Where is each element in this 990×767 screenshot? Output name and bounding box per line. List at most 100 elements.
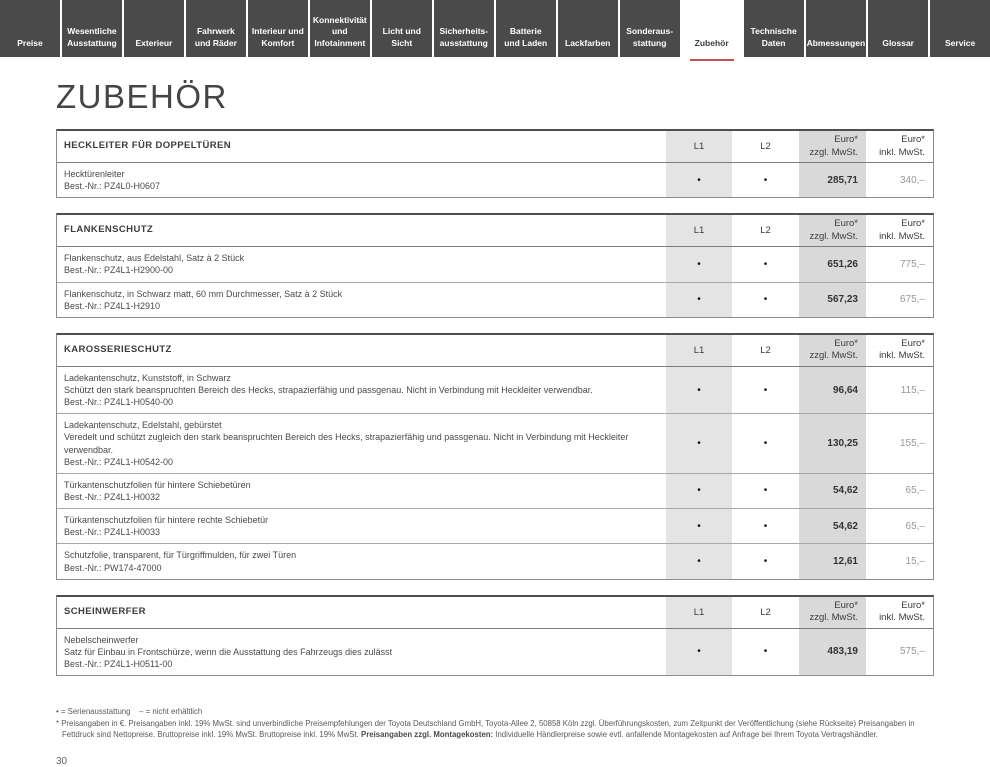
price-disclaimer: * Preisangaben in €. Preisangaben inkl. …: [56, 718, 934, 741]
table-row: Flankenschutz, in Schwarz matt, 60 mm Du…: [57, 281, 933, 317]
table-row: Türkantenschutzfolien für hintere Schieb…: [57, 472, 933, 509]
tab-konnektivitaet-und-infotainment[interactable]: Konnektivität und Infotainment: [309, 0, 370, 57]
tab-exterieur[interactable]: Exterieur: [123, 0, 184, 57]
price-incl-vat: 115,–: [900, 384, 925, 396]
table-row: Flankenschutz, aus Edelstahl, Satz à 2 S…: [57, 246, 933, 282]
tab-interieur-und-komfort[interactable]: Interieur und Komfort: [247, 0, 308, 57]
item-description: Hecktürenleiter Best.-Nr.: PZ4L0-H0607: [64, 169, 161, 192]
tab-sicherheitsausstattung[interactable]: Sicherheits- ausstattung: [433, 0, 494, 57]
price-excl-vat: 483,19: [799, 628, 866, 676]
item-description: Türkantenschutzfolien für hintere Schieb…: [64, 479, 251, 502]
footnotes: • = Serienausstattung – = nicht erhältli…: [56, 706, 934, 741]
price-incl-vat: 65,–: [905, 485, 925, 497]
table-row: Ladekantenschutz, Kunststoff, in Schwarz…: [57, 365, 933, 414]
l2-availability-dot: •: [763, 646, 768, 658]
table-row: Nebelscheinwerfer Satz für Einbau in Fro…: [57, 627, 933, 676]
column-header-l1: L1: [666, 131, 732, 162]
l2-availability-dot: •: [763, 258, 768, 270]
category-tabbar: Preise Wesentliche Ausstattung Exterieur…: [0, 0, 990, 61]
price-excl-vat: 651,26: [799, 247, 866, 282]
tab-abmessungen[interactable]: Abmessungen: [805, 0, 867, 57]
tab-technische-daten[interactable]: Technische Daten: [743, 0, 804, 57]
tab-sonderausstattung[interactable]: Sonderaus- stattung: [619, 0, 680, 57]
price-excl-vat: 54,62: [799, 509, 866, 544]
column-header-l1: L1: [666, 596, 732, 628]
tab-fahrwerk-und-raeder[interactable]: Fahrwerk und Räder: [185, 0, 246, 57]
l1-availability-dot: •: [666, 544, 732, 579]
price-incl-vat: 15,–: [905, 556, 925, 568]
column-header-l1: L1: [666, 334, 732, 366]
item-description: Schutzfolie, transparent, für Türgriffmu…: [64, 550, 297, 573]
l2-availability-dot: •: [763, 174, 768, 186]
item-description: Nebelscheinwerfer Satz für Einbau in Fro…: [64, 634, 393, 669]
price-incl-vat: 775,–: [899, 258, 925, 270]
table-row: Türkantenschutzfolien für hintere rechte…: [57, 508, 933, 544]
tab-lackfarben[interactable]: Lackfarben: [557, 0, 618, 57]
item-description: Türkantenschutzfolien für hintere rechte…: [64, 515, 269, 538]
column-header-euro-zzgl: Euro* zzgl. MwSt.: [799, 131, 866, 162]
item-description: Flankenschutz, aus Edelstahl, Satz à 2 S…: [64, 253, 245, 276]
active-tab-underline: [689, 59, 734, 61]
page-number: 30: [56, 756, 68, 767]
column-header-euro-inkl: Euro* inkl. MwSt.: [879, 218, 925, 242]
l2-availability-dot: •: [763, 438, 768, 450]
price-excl-vat: 285,71: [799, 163, 866, 198]
l1-availability-dot: •: [666, 366, 732, 414]
tab-glossar[interactable]: Glossar: [868, 0, 929, 57]
l2-availability-dot: •: [763, 294, 768, 306]
section-title: FLANKENSCHUTZ: [64, 224, 154, 236]
disclaimer-bold-text: Preisangaben zzgl. Montagekosten:: [361, 730, 494, 740]
item-description: Flankenschutz, in Schwarz matt, 60 mm Du…: [64, 288, 343, 311]
column-header-l2: L2: [760, 344, 771, 356]
l2-availability-dot: •: [763, 485, 768, 497]
tab-service[interactable]: Service: [930, 0, 990, 57]
table-row: Hecktürenleiter Best.-Nr.: PZ4L0-H0607 •…: [57, 162, 933, 198]
tab-zubehoer[interactable]: Zubehör: [681, 0, 742, 61]
price-incl-vat: 65,–: [905, 520, 925, 532]
tab-wesentliche-ausstattung[interactable]: Wesentliche Ausstattung: [61, 0, 122, 57]
disclaimer-text-end: Individuelle Händlerpreise sowie evtl. a…: [493, 730, 878, 740]
legend-note: • = Serienausstattung – = nicht erhältli…: [56, 707, 203, 717]
item-description: Ladekantenschutz, Edelstahl, gebürstet V…: [64, 420, 629, 467]
page-title: ZUBEHÖR: [56, 78, 228, 115]
price-incl-vat: 675,–: [899, 294, 925, 306]
section-title: KAROSSERIESCHUTZ: [64, 343, 172, 355]
tab-preise[interactable]: Preise: [0, 0, 60, 57]
tab-batterie-und-laden[interactable]: Batterie und Laden: [495, 0, 556, 57]
price-excl-vat: 130,25: [799, 414, 866, 473]
l2-availability-dot: •: [763, 556, 768, 568]
column-header-euro-inkl: Euro* inkl. MwSt.: [879, 134, 925, 158]
column-header-l2: L2: [760, 225, 771, 237]
column-header-l2: L2: [760, 141, 771, 152]
table-header-row: SCHEINWERFER L1 L2 Euro* zzgl. MwSt. Eur…: [57, 596, 933, 628]
column-header-euro-zzgl: Euro* zzgl. MwSt.: [799, 334, 866, 366]
price-incl-vat: 155,–: [899, 438, 925, 450]
table-header-row: KAROSSERIESCHUTZ L1 L2 Euro* zzgl. MwSt.…: [57, 334, 933, 366]
l1-availability-dot: •: [666, 247, 732, 282]
column-header-l1: L1: [666, 215, 732, 247]
section-title: HECKLEITER FÜR DOPPELTÜREN: [64, 140, 231, 152]
column-header-euro-zzgl: Euro* zzgl. MwSt.: [799, 596, 866, 628]
tab-zubehoer-label: Zubehör: [694, 37, 729, 48]
column-header-l2: L2: [760, 606, 771, 618]
price-excl-vat: 96,64: [799, 366, 866, 414]
item-description: Ladekantenschutz, Kunststoff, in Schwarz…: [64, 372, 593, 408]
tab-licht-und-sicht[interactable]: Licht und Sicht: [371, 0, 432, 57]
price-incl-vat: 340,–: [899, 174, 925, 186]
l1-availability-dot: •: [666, 473, 732, 509]
table-scheinwerfer: SCHEINWERFER L1 L2 Euro* zzgl. MwSt. Eur…: [56, 594, 934, 677]
column-header-euro-inkl: Euro* inkl. MwSt.: [879, 338, 925, 362]
l1-availability-dot: •: [666, 509, 732, 544]
table-karosserieschutz: KAROSSERIESCHUTZ L1 L2 Euro* zzgl. MwSt.…: [56, 332, 934, 580]
price-excl-vat: 54,62: [799, 473, 866, 509]
table-row: Schutzfolie, transparent, für Türgriffmu…: [57, 543, 933, 579]
l2-availability-dot: •: [763, 384, 768, 396]
table-heckleiter: HECKLEITER FÜR DOPPELTÜREN L1 L2 Euro* z…: [56, 129, 934, 199]
table-flankenschutz: FLANKENSCHUTZ L1 L2 Euro* zzgl. MwSt. Eu…: [56, 213, 934, 318]
page-content: ZUBEHÖR HECKLEITER FÜR DOPPELTÜREN L1 L2…: [0, 78, 990, 767]
table-header-row: FLANKENSCHUTZ L1 L2 Euro* zzgl. MwSt. Eu…: [57, 215, 933, 247]
table-row: Ladekantenschutz, Edelstahl, gebürstet V…: [57, 413, 933, 473]
section-title: SCHEINWERFER: [64, 605, 146, 617]
price-incl-vat: 575,–: [899, 646, 925, 658]
price-excl-vat: 12,61: [799, 544, 866, 579]
